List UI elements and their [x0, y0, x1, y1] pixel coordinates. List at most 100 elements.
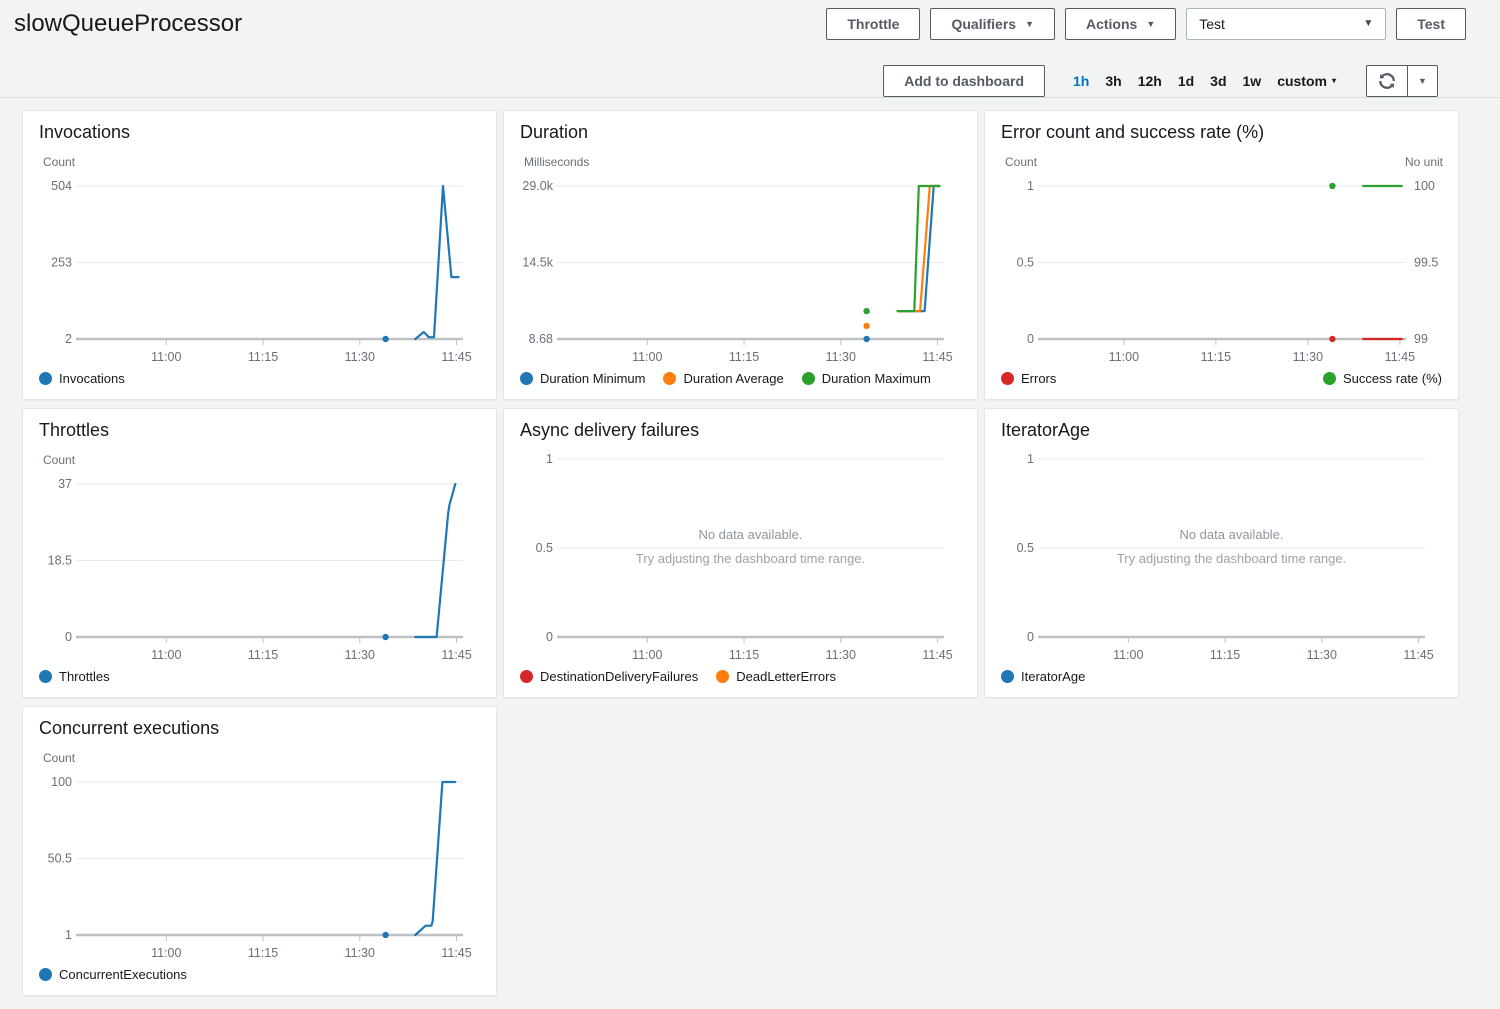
- svg-text:11:45: 11:45: [1403, 648, 1433, 662]
- legend-item-concurrentexecutions[interactable]: ConcurrentExecutions: [39, 967, 187, 982]
- time-range-3d[interactable]: 3d: [1210, 72, 1227, 89]
- refresh-icon: [1379, 72, 1395, 89]
- chart-plot-invocations: Count 11:00 11:15 11:30 11:45 504 253 2: [43, 155, 472, 364]
- legend-label: Throttles: [59, 669, 110, 684]
- legend-item-errors[interactable]: Errors: [1001, 371, 1056, 386]
- svg-text:Count: Count: [1005, 155, 1038, 169]
- svg-text:11:30: 11:30: [345, 648, 375, 662]
- svg-text:11:45: 11:45: [1385, 350, 1415, 364]
- svg-text:11:45: 11:45: [441, 648, 471, 662]
- svg-text:1: 1: [546, 452, 553, 466]
- svg-text:14.5k: 14.5k: [522, 256, 553, 270]
- legend-item-duration-maximum[interactable]: Duration Maximum: [801, 371, 931, 386]
- legend-label: Duration Maximum: [821, 371, 931, 386]
- svg-text:Count: Count: [43, 453, 76, 467]
- legend-group: Errors: [1001, 371, 1056, 386]
- svg-text:11:45: 11:45: [441, 350, 471, 364]
- actions-button-label: Actions: [1085, 16, 1138, 32]
- legend-item-duration-average[interactable]: Duration Average: [663, 371, 784, 386]
- svg-text:11:30: 11:30: [826, 350, 856, 364]
- qualifiers-button[interactable]: Qualifiers ▼: [930, 8, 1055, 40]
- legend-label: Invocations: [59, 371, 125, 386]
- svg-text:11:15: 11:15: [248, 648, 278, 662]
- chart-title: Throttles: [39, 420, 110, 440]
- svg-text:Count: Count: [43, 751, 76, 765]
- svg-text:100: 100: [1414, 179, 1435, 193]
- chart-legend: Duration Minimum Duration Average Duration…: [504, 371, 977, 386]
- test-event-select-value: Test: [1199, 16, 1225, 32]
- chart-legend: Errors Success rate (%): [985, 371, 1458, 386]
- legend-group: Success rate (%): [1323, 371, 1442, 386]
- svg-text:0: 0: [546, 630, 553, 644]
- caret-down-icon: ▼: [1025, 18, 1034, 29]
- throttle-button-label: Throttle: [847, 16, 900, 32]
- legend-swatch-icon: [520, 372, 533, 385]
- legend-group: Duration Minimum Duration Average Duration…: [520, 371, 931, 386]
- refresh-options-button[interactable]: ▼: [1408, 64, 1438, 97]
- legend-swatch-icon: [716, 670, 730, 683]
- chart-title: Concurrent executions: [39, 718, 220, 738]
- actions-button[interactable]: Actions ▼: [1064, 8, 1177, 40]
- chart-plot-concurrent-executions: Count 11:00 11:15 11:30 11:45 100 50.5 1: [43, 751, 472, 960]
- legend-label: Success rate (%): [1343, 371, 1442, 386]
- svg-text:99.5: 99.5: [1414, 256, 1438, 270]
- test-event-select[interactable]: Test ▼: [1186, 8, 1387, 40]
- chart-legend: ConcurrentExecutions: [23, 967, 496, 982]
- svg-text:11:30: 11:30: [826, 648, 856, 662]
- chart-panel-throttles: Throttles Count 11:00 11:15 11:30 11:45 37 18.5…: [22, 408, 497, 698]
- legend-swatch-icon: [663, 372, 677, 385]
- legend-item-invocations[interactable]: Invocations: [39, 371, 125, 386]
- add-to-dashboard-button[interactable]: Add to dashboard: [883, 64, 1045, 97]
- legend-group: Throttles: [39, 669, 110, 684]
- svg-text:No unit: No unit: [1405, 155, 1444, 169]
- svg-text:11:15: 11:15: [248, 946, 278, 960]
- svg-text:No data available.: No data available.: [698, 527, 802, 542]
- svg-text:0: 0: [65, 630, 72, 644]
- time-range-1w[interactable]: 1w: [1242, 72, 1262, 89]
- custom-label: custom: [1277, 72, 1327, 89]
- svg-text:11:30: 11:30: [1293, 350, 1323, 364]
- legend-item-deadlettererrors[interactable]: DeadLetterErrors: [716, 669, 836, 684]
- legend-group: Invocations: [39, 371, 125, 386]
- chart-panel-duration: Duration Milliseconds 11:00 11:15 11:30 11:45…: [503, 110, 978, 400]
- time-range-3h[interactable]: 3h: [1105, 72, 1122, 89]
- svg-text:11:15: 11:15: [729, 350, 759, 364]
- legend-item-throttles[interactable]: Throttles: [39, 669, 110, 684]
- metrics-panel-grid: Invocations Count 11:00 11:15 11:30 11:45 504 2…: [0, 98, 1500, 996]
- time-range-selector: 1h 3h 12h 1d 3d 1w custom ▾: [1073, 73, 1336, 89]
- chart-legend: Invocations: [23, 371, 496, 386]
- header-actions: Throttle Qualifiers ▼ Actions ▼ Test ▼ T…: [826, 8, 1466, 40]
- chart-title: Invocations: [39, 122, 131, 142]
- time-range-custom[interactable]: custom ▾: [1277, 73, 1336, 89]
- caret-down-icon: ▼: [1363, 18, 1374, 29]
- svg-text:11:15: 11:15: [1210, 648, 1240, 662]
- legend-group: ConcurrentExecutions: [39, 967, 187, 982]
- throttle-button[interactable]: Throttle: [826, 8, 921, 40]
- legend-item-iteratorage[interactable]: IteratorAge: [1001, 669, 1085, 684]
- chart-legend: Throttles: [23, 669, 496, 684]
- chart-title: IteratorAge: [1001, 420, 1091, 440]
- svg-text:11:00: 11:00: [151, 946, 181, 960]
- refresh-button[interactable]: [1366, 64, 1408, 97]
- legend-item-destinationdeliveryfailures[interactable]: DestinationDeliveryFailures: [520, 669, 698, 684]
- svg-text:8.68: 8.68: [529, 332, 553, 346]
- time-range-1d[interactable]: 1d: [1177, 72, 1195, 89]
- svg-text:11:45: 11:45: [922, 350, 952, 364]
- chart-panel-async-delivery-failures: Async delivery failures 11:00 11:15 11:30 11…: [503, 408, 978, 698]
- legend-item-duration-minimum[interactable]: Duration Minimum: [520, 371, 645, 386]
- svg-text:0.5: 0.5: [1017, 541, 1034, 555]
- chart-title: Async delivery failures: [520, 420, 700, 440]
- time-range-12h[interactable]: 12h: [1137, 72, 1162, 89]
- legend-item-success-rate[interactable]: Success rate (%): [1323, 371, 1442, 386]
- page-header: slowQueueProcessor Throttle Qualifiers ▼…: [0, 0, 1500, 40]
- svg-text:Milliseconds: Milliseconds: [524, 155, 589, 169]
- test-button[interactable]: Test: [1396, 8, 1466, 40]
- page-title: slowQueueProcessor: [14, 10, 243, 37]
- svg-text:11:30: 11:30: [1307, 648, 1337, 662]
- svg-text:37: 37: [58, 477, 72, 491]
- chart-legend: DestinationDeliveryFailures DeadLetterErr…: [504, 669, 977, 684]
- legend-label: Duration Average: [683, 371, 784, 386]
- time-range-1h[interactable]: 1h: [1073, 72, 1090, 89]
- svg-text:11:45: 11:45: [441, 946, 471, 960]
- svg-text:1: 1: [1027, 452, 1034, 466]
